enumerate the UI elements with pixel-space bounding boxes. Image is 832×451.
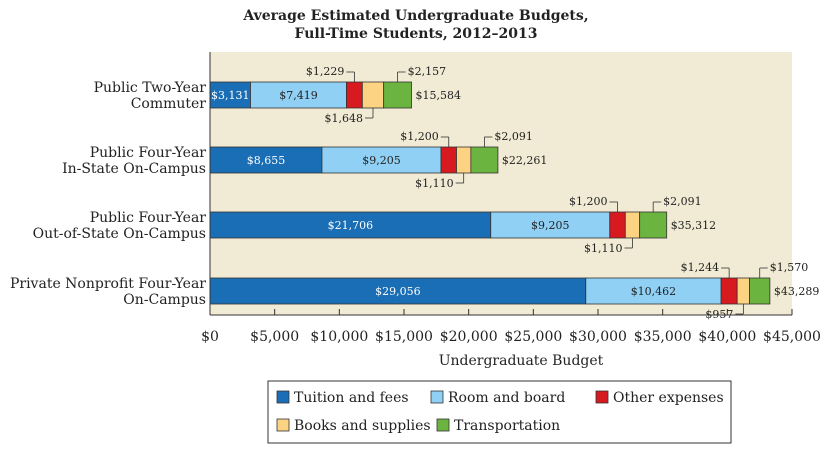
category-label: Public Four-Year [90, 145, 207, 161]
legend-swatch [595, 390, 609, 404]
x-tick-label: $45,000 [763, 329, 821, 345]
data-label: $2,091 [494, 130, 533, 143]
data-label: $9,205 [362, 154, 401, 167]
category-label: Commuter [131, 96, 207, 112]
data-label: $9,205 [531, 219, 570, 232]
legend-swatch [276, 418, 290, 432]
bar-segment [456, 146, 472, 174]
bar-segment [250, 81, 347, 109]
data-label: $1,229 [306, 65, 345, 78]
category-label: Public Two-Year [94, 80, 207, 96]
bar-segment [470, 146, 499, 174]
data-label: $1,648 [324, 112, 363, 125]
data-label: $35,312 [671, 219, 717, 232]
data-label: $1,570 [770, 261, 809, 274]
category-label: Public Four-Year [90, 210, 207, 226]
x-tick-label: $25,000 [504, 329, 562, 345]
bar-segment [361, 81, 385, 109]
bar-segment [720, 277, 738, 305]
data-label: $7,419 [279, 89, 318, 102]
data-label: $2,091 [663, 195, 702, 208]
x-tick-label: $15,000 [375, 329, 433, 345]
bar-segment [346, 81, 363, 109]
legend-swatch [430, 390, 444, 404]
category-label: Out-of-State On-Campus [33, 226, 206, 242]
legend-label: Transportation [454, 418, 560, 434]
legend-label: Tuition and fees [294, 390, 409, 406]
x-tick-label: $40,000 [698, 329, 756, 345]
x-tick-label: $35,000 [634, 329, 692, 345]
bar-segment [749, 277, 771, 305]
data-label: $1,200 [569, 195, 608, 208]
bar-segment [209, 277, 587, 305]
data-label: $1,244 [681, 261, 720, 274]
legend-swatch [276, 390, 290, 404]
legend-swatch [436, 418, 450, 432]
data-label: $1,200 [400, 130, 439, 143]
chart-title: Average Estimated Undergraduate Budgets, [243, 8, 589, 24]
data-label: $21,706 [328, 219, 374, 232]
legend-label: Room and board [448, 390, 565, 406]
data-label: $1,110 [415, 177, 454, 190]
x-tick-label: $10,000 [310, 329, 368, 345]
category-label: Private Nonprofit Four-Year [10, 276, 206, 292]
bar-segment [624, 211, 641, 239]
x-tick-label: $5,000 [250, 329, 299, 345]
data-label: $22,261 [502, 154, 548, 167]
x-tick-label: $30,000 [569, 329, 627, 345]
x-axis-label: Undergraduate Budget [439, 353, 604, 369]
data-label: $8,655 [247, 154, 286, 167]
bar-segment [585, 277, 722, 305]
data-label: $15,584 [416, 89, 462, 102]
bar-segment [639, 211, 668, 239]
bar-segment [736, 277, 750, 305]
category-label: On-Campus [123, 292, 206, 308]
bar-segment [209, 81, 251, 109]
data-label: $29,056 [375, 285, 421, 298]
legend-label: Books and supplies [294, 418, 431, 434]
category-label: In-State On-Campus [62, 161, 206, 177]
x-tick-label: $20,000 [440, 329, 498, 345]
data-label: $10,462 [631, 285, 677, 298]
bar-segment [490, 211, 611, 239]
legend [267, 380, 732, 444]
data-label: $2,157 [408, 65, 447, 78]
chart-subtitle: Full-Time Students, 2012–2013 [294, 26, 538, 42]
bar-segment [609, 211, 626, 239]
bar-segment [440, 146, 457, 174]
bar-segment [383, 81, 412, 109]
data-label: $43,289 [774, 285, 820, 298]
data-label: $1,110 [584, 242, 623, 255]
data-label: $3,131 [211, 89, 250, 102]
x-tick-label: $0 [201, 329, 219, 345]
legend-label: Other expenses [613, 390, 724, 406]
